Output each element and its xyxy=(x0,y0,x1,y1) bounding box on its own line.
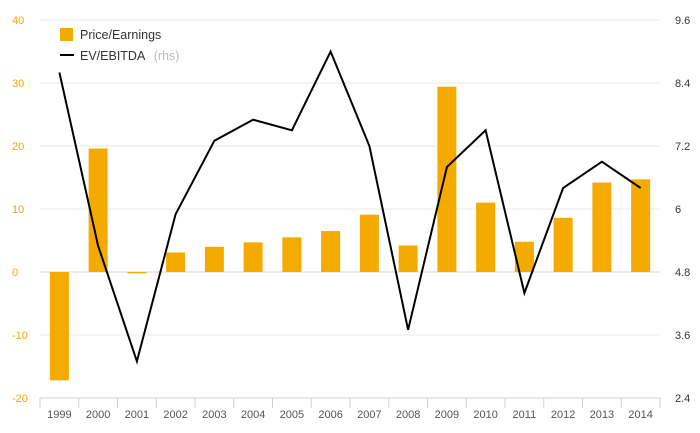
legend-label-ev-ebitda-group: EV/EBITDA (rhs) xyxy=(80,47,179,64)
y-right-tick-label: 2.4 xyxy=(675,393,690,405)
legend: Price/Earnings EV/EBITDA (rhs) xyxy=(60,28,179,64)
bar xyxy=(514,241,534,272)
ev-ebitda-line xyxy=(58,49,642,365)
bar xyxy=(243,242,263,272)
y-left-tick-label: 20 xyxy=(12,141,24,153)
line-layer xyxy=(58,49,642,365)
bars-layer xyxy=(49,86,651,381)
x-tick-label: 2006 xyxy=(318,409,342,421)
x-tick-label: 2003 xyxy=(202,409,226,421)
grid-layer xyxy=(40,19,660,399)
legend-label-ev-ebitda: EV/EBITDA xyxy=(80,49,146,63)
y-right-tick-label: 6 xyxy=(675,204,681,216)
x-tick-label: 2010 xyxy=(473,409,497,421)
bar xyxy=(321,231,341,272)
bar xyxy=(88,148,108,272)
y-right-tick-label: 4.8 xyxy=(675,267,690,279)
y-right-tick-label: 9.6 xyxy=(675,15,690,27)
legend-label-price-earnings: Price/Earnings xyxy=(80,28,161,42)
x-tick-label: 2012 xyxy=(551,409,575,421)
x-tick-label: 2014 xyxy=(628,409,652,421)
legend-bar-swatch xyxy=(60,28,73,41)
bar xyxy=(398,245,418,272)
axis-layer: -20 -10 0 10 20 30 40 2.4 3.6 4.8 6 7.2 8.4 9.6 1999 20… xyxy=(12,15,690,421)
y-left-tick-label: -10 xyxy=(12,330,28,342)
y-left-tick-label: 0 xyxy=(12,267,18,279)
bar xyxy=(631,179,651,272)
legend-label-rhs: (rhs) xyxy=(154,49,180,63)
x-tick-label: 2000 xyxy=(86,409,110,421)
x-tick-label: 2013 xyxy=(590,409,614,421)
y-left-tick-label: 10 xyxy=(12,204,24,216)
x-tick-label: 2009 xyxy=(435,409,459,421)
y-right-tick-label: 7.2 xyxy=(675,141,690,153)
bar xyxy=(359,214,379,272)
bar xyxy=(166,252,186,272)
x-tick-label: 1999 xyxy=(47,409,71,421)
bar xyxy=(282,237,302,272)
y-left-tick-label: 30 xyxy=(12,78,24,90)
bar xyxy=(553,217,573,272)
y-right-tick-label: 3.6 xyxy=(675,330,690,342)
y-left-tick-label: -20 xyxy=(12,393,28,405)
x-tick-label: 2004 xyxy=(241,409,265,421)
x-tick-label: 2005 xyxy=(280,409,304,421)
bar xyxy=(476,202,496,272)
x-tick-label: 2002 xyxy=(163,409,187,421)
x-tick-label: 2001 xyxy=(125,409,149,421)
bar xyxy=(204,246,224,272)
bar xyxy=(127,272,147,274)
x-tick-label: 2011 xyxy=(513,409,537,421)
y-left-tick-label: 40 xyxy=(12,15,24,27)
y-right-tick-label: 8.4 xyxy=(675,78,690,90)
bar xyxy=(592,182,612,272)
bar xyxy=(49,272,69,381)
x-tick-label: 2008 xyxy=(396,409,420,421)
x-tick-label: 2007 xyxy=(357,409,381,421)
bar xyxy=(437,86,457,272)
